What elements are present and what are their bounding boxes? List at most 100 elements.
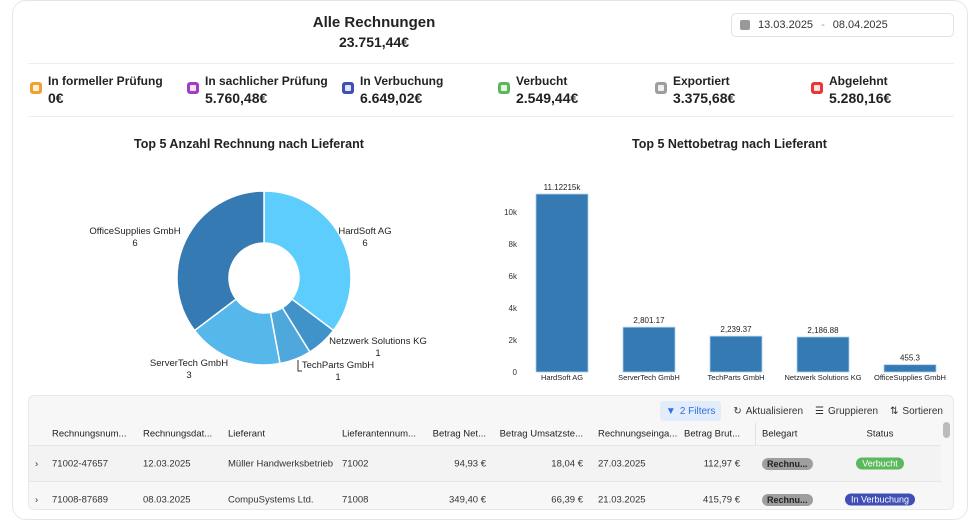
- status-summary-3[interactable]: Verbucht 2.549,44€: [498, 74, 578, 106]
- bar-chart-title: Top 5 Nettobetrag nach Lieferant: [632, 137, 827, 151]
- belegart-tag: Rechnu...: [762, 457, 813, 470]
- bar-data-label: 2,239.37: [720, 325, 752, 334]
- x-tick-label: HardSoft AG: [541, 373, 583, 382]
- status-summary-4[interactable]: Exportiert 3.375,68€: [655, 74, 735, 106]
- cell-netto: 349,40 €: [449, 494, 486, 505]
- column-header[interactable]: Rechnungsnum...: [52, 428, 127, 440]
- pie-label: OfficeSupplies GmbH: [89, 226, 180, 237]
- sort-button[interactable]: ⇅ Sortieren: [890, 401, 943, 421]
- column-header[interactable]: Betrag Brut...: [684, 428, 740, 440]
- x-tick-label: Netzwerk Solutions KG: [784, 373, 861, 382]
- y-tick-label: 2k: [509, 336, 518, 345]
- bar: [883, 364, 937, 373]
- pie-value: 3: [186, 370, 191, 381]
- status-summary-5[interactable]: Abgelehnt 5.280,16€: [811, 74, 891, 106]
- group-button[interactable]: ☰ Gruppieren: [815, 401, 878, 421]
- belegart-tag: Rechnu...: [762, 493, 813, 506]
- cell-brutto: 112,97 €: [703, 458, 740, 469]
- y-tick-label: 10k: [504, 208, 518, 217]
- y-tick-label: 0: [513, 368, 518, 377]
- expand-icon[interactable]: ›: [35, 458, 39, 469]
- pie-value: 6: [362, 238, 367, 249]
- calendar-icon: [740, 20, 750, 30]
- table-row[interactable]: › 71002-47657 12.03.2025 Müller Handwerksbe…: [29, 445, 941, 481]
- column-header[interactable]: Status: [866, 428, 894, 440]
- pie-label: HardSoft AG: [338, 226, 391, 237]
- bar-data-label: 455.3: [900, 354, 921, 363]
- date-from: 13.03.2025: [758, 19, 814, 31]
- x-tick-label: ServerTech GmbH: [618, 373, 680, 382]
- status-summary-1[interactable]: In sachlicher Prüfung 5.760,48€: [187, 74, 328, 106]
- status-summary-0[interactable]: In formeller Prüfung 0€: [30, 74, 163, 106]
- table-row[interactable]: › 71008-87689 08.03.2025 CompuSystems Ltd. 7…: [29, 481, 941, 509]
- bar: [622, 326, 676, 373]
- status-icon: [187, 82, 199, 94]
- divider: [28, 63, 954, 64]
- refresh-label: Aktualisieren: [745, 405, 804, 417]
- status-value: 2.549,44€: [516, 90, 579, 106]
- cell-datum: 12.03.2025: [143, 458, 191, 469]
- pie-label: Netzwerk Solutions KG: [329, 336, 427, 347]
- y-tick-label: 8k: [509, 240, 518, 249]
- status-label: In sachlicher Prüfung: [205, 74, 328, 88]
- column-header[interactable]: Lieferant: [228, 428, 265, 440]
- status-text: Verbucht: [862, 458, 898, 468]
- column-header[interactable]: Betrag Net...: [432, 428, 486, 440]
- pie-label: TechParts GmbH: [302, 360, 374, 371]
- y-tick-label: 6k: [509, 272, 518, 281]
- total-amount: 23.751,44€: [338, 34, 410, 50]
- cell-lnr: 71002: [342, 458, 369, 469]
- status-value: 5.280,16€: [829, 90, 892, 106]
- table-toolbar: ▼ 2 Filters ↻ Aktualisieren ☰ Gruppieren ⇅ S…: [659, 401, 943, 421]
- refresh-button[interactable]: ↻ Aktualisieren: [733, 401, 803, 421]
- pie-value: 6: [132, 238, 137, 249]
- status-icon: [498, 82, 510, 94]
- status-cell: Verbucht: [830, 457, 930, 469]
- column-header[interactable]: Rechnungsdat...: [143, 428, 213, 440]
- column-header[interactable]: Betrag Umsatzste...: [499, 428, 583, 440]
- status-summary-2[interactable]: In Verbuchung 6.649,02€: [342, 74, 443, 106]
- date-range-picker[interactable]: 13.03.2025 - 08.04.2025: [731, 13, 954, 37]
- filter-icon: ▼: [665, 405, 676, 417]
- date-to: 08.04.2025: [832, 19, 888, 31]
- status-icon: [30, 82, 42, 94]
- cell-eingang: 27.03.2025: [598, 458, 646, 469]
- status-value: 5.760,48€: [205, 90, 268, 106]
- status-icon: [811, 82, 823, 94]
- status-label: Verbucht: [516, 74, 568, 88]
- column-header[interactable]: Lieferantennum...: [342, 428, 416, 440]
- cell-netto: 94,93 €: [454, 458, 486, 469]
- status-label: In formeller Prüfung: [48, 74, 163, 88]
- filters-button[interactable]: ▼ 2 Filters: [659, 401, 722, 421]
- leader-line: [297, 360, 302, 372]
- table-header: Rechnungsnum... Rechnungsdat... Lieferant L…: [29, 423, 941, 509]
- cell-ust: 66,39 €: [551, 494, 583, 505]
- invoice-table: ▼ 2 Filters ↻ Aktualisieren ☰ Gruppieren ⇅ S…: [28, 395, 954, 510]
- filters-label: 2 Filters: [679, 405, 716, 417]
- status-value: 6.649,02€: [360, 90, 423, 106]
- status-value: 0€: [48, 90, 64, 106]
- column-header[interactable]: Belegart: [762, 428, 798, 440]
- bar: [709, 335, 763, 373]
- bar-data-label: 2,186.88: [807, 326, 839, 335]
- pie-slice: [193, 298, 281, 366]
- cell-lnr: 71008: [342, 494, 369, 505]
- cell-nr: 71002-47657: [52, 458, 108, 469]
- status-badge: Verbucht: [856, 457, 904, 469]
- bar-data-label: 2,801.17: [633, 316, 665, 325]
- status-icon: [655, 82, 667, 94]
- bar: [535, 193, 589, 373]
- pie-slice: [176, 190, 265, 332]
- bar: [796, 336, 850, 373]
- column-header[interactable]: Rechnungseinga...: [598, 428, 678, 440]
- vertical-scrollbar[interactable]: [943, 422, 950, 438]
- cell-lieferant: CompuSystems Ltd.: [228, 494, 314, 505]
- status-label: Abgelehnt: [829, 74, 888, 88]
- pie-label: ServerTech GmbH: [150, 358, 228, 369]
- expand-icon[interactable]: ›: [35, 494, 39, 505]
- date-separator: -: [821, 19, 825, 31]
- y-tick-label: 4k: [509, 304, 518, 313]
- cell-lieferant: Müller Handwerksbetrieb: [228, 458, 334, 469]
- status-cell: In Verbuchung: [830, 493, 930, 505]
